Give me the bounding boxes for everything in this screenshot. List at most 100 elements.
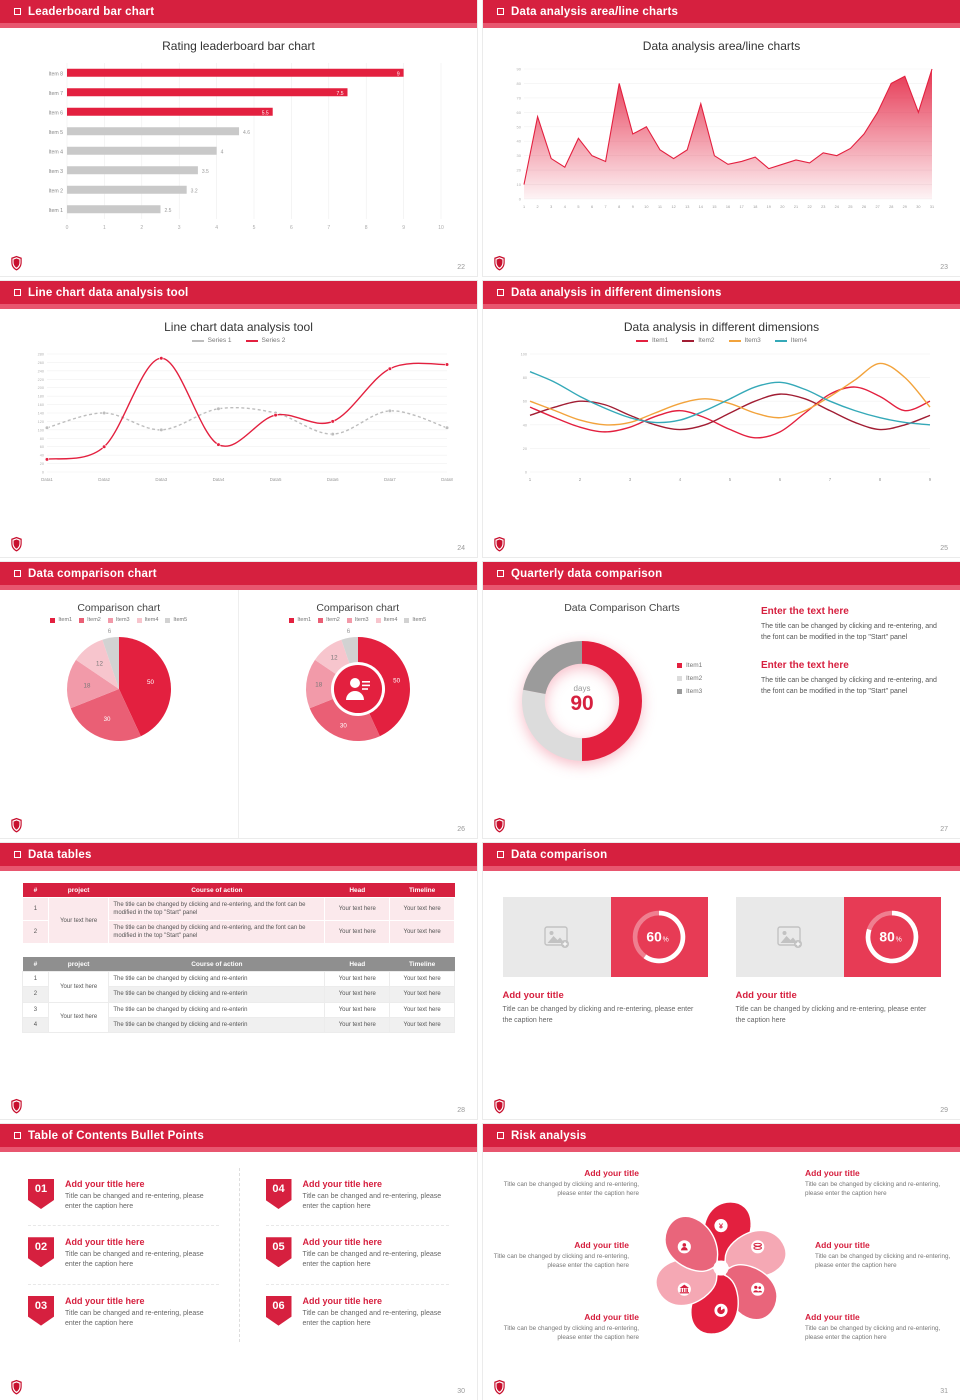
toc-title: Add your title here <box>65 1179 145 1189</box>
svg-text:280: 280 <box>37 353 43 357</box>
risk-item: Add your title Title can be changed by c… <box>805 1312 947 1343</box>
legend-item: Item2 <box>79 617 101 623</box>
svg-text:20: 20 <box>522 447 526 451</box>
legend-item: Item1 <box>289 617 311 623</box>
item3-swatch <box>728 339 741 342</box>
donut-legend: Item1 Item2 Item3 Item4 Item5 <box>239 617 478 623</box>
series2-swatch <box>245 339 258 342</box>
svg-text:40: 40 <box>516 139 521 144</box>
school-crest-logo <box>11 536 22 552</box>
svg-text:7: 7 <box>604 205 606 209</box>
risk-item: Add your title Title can be changed by c… <box>487 1240 629 1271</box>
legend-item: Item1 <box>677 662 702 669</box>
risk-caption: Title can be changed by clicking and re-… <box>815 1253 951 1269</box>
svg-text:Item 8: Item 8 <box>48 71 63 77</box>
svg-text:Item 3: Item 3 <box>48 169 63 175</box>
svg-text:¥: ¥ <box>719 1221 724 1230</box>
toc-caption: Title can be changed and re-entering, pl… <box>302 1193 442 1211</box>
svg-text:10: 10 <box>516 182 521 187</box>
block-body: The title can be changed by clicking and… <box>761 623 937 641</box>
svg-text:7: 7 <box>327 225 330 231</box>
svg-text:Item 7: Item 7 <box>48 91 63 97</box>
square-bullet-icon <box>497 851 504 858</box>
legend-item: Item5 <box>404 617 426 623</box>
svg-text:4: 4 <box>678 477 681 482</box>
svg-text:3.2: 3.2 <box>190 188 197 194</box>
svg-text:18: 18 <box>753 205 757 209</box>
card-top: 60% <box>502 897 708 977</box>
toc-item: 05 Add your title here Title can be chan… <box>265 1225 449 1283</box>
slide-line-chart-tool: Line chart data analysis tool Line chart… <box>0 281 477 557</box>
card-caption: Title can be changed by clicking and re-… <box>502 1006 694 1024</box>
svg-text:3: 3 <box>628 477 631 482</box>
school-crest-logo <box>11 1098 22 1114</box>
risk-caption: Title can be changed by clicking and re-… <box>805 1325 941 1341</box>
svg-text:Data5: Data5 <box>269 477 281 482</box>
chart-title: Comparison chart <box>316 602 400 614</box>
legend-label: Item4 <box>790 337 808 344</box>
page-number: 23 <box>940 264 948 271</box>
slide-header: Risk analysis <box>483 1124 960 1147</box>
table-row: 1 Your text here The title can be change… <box>22 971 455 1003</box>
slide-header: Data analysis area/line charts <box>483 0 960 23</box>
svg-text:2.5: 2.5 <box>164 208 171 214</box>
svg-text:100: 100 <box>520 353 526 357</box>
slide-body: Data analysis in different dimensions It… <box>483 309 960 557</box>
risk-pinwheel-diagram: ¥ <box>641 1188 801 1348</box>
school-crest-logo <box>494 255 505 271</box>
card-title: Add your title <box>502 990 564 1001</box>
toc-title: Add your title here <box>302 1179 383 1189</box>
data-table-red: # project Course of action Head Timeline… <box>22 883 455 945</box>
block-heading: Enter the text here <box>761 606 849 617</box>
svg-text:17: 17 <box>739 205 743 209</box>
svg-text:4: 4 <box>220 149 223 155</box>
svg-text:200: 200 <box>37 386 43 390</box>
school-crest-logo <box>494 536 505 552</box>
toc-title: Add your title here <box>65 1237 145 1248</box>
svg-text:16: 16 <box>725 205 729 209</box>
header-strip <box>483 23 960 28</box>
square-bullet-icon <box>14 851 21 858</box>
block-body: The title can be changed by clicking and… <box>761 676 937 695</box>
data-table-gray: # project Course of action Head Timeline… <box>22 957 455 1033</box>
legend-item: Item3 <box>107 617 130 623</box>
toc-caption: Title can be changed and re-entering, pl… <box>65 1251 204 1269</box>
svg-text:Data6: Data6 <box>326 477 338 482</box>
risk-title: Add your title <box>815 1240 870 1250</box>
item1-swatch <box>50 617 56 623</box>
table-row: 2 The title can be changed by clicking a… <box>22 920 455 945</box>
school-crest-logo <box>494 817 505 833</box>
toc-title: Add your title here <box>302 1237 383 1248</box>
header-strip <box>483 1147 960 1152</box>
quarterly-chart-panel: Data Comparison Charts days 90 Item1 Ite… <box>491 590 753 838</box>
item3-swatch <box>677 689 682 694</box>
item4-swatch <box>774 339 787 342</box>
slide-header-title: Data comparison <box>511 848 608 861</box>
school-crest-logo <box>11 817 22 833</box>
card-caption: Title can be changed by clicking and re-… <box>735 1006 927 1024</box>
square-bullet-icon <box>497 1132 504 1139</box>
toc-item: 06 Add your title here Title can be chan… <box>265 1283 449 1342</box>
page-number: 22 <box>457 264 465 271</box>
svg-text:Data7: Data7 <box>383 477 395 482</box>
page-number: 26 <box>457 826 465 833</box>
svg-text:4: 4 <box>215 225 218 231</box>
svg-text:2: 2 <box>578 477 581 482</box>
toc-item: 02 Add your title here Title can be chan… <box>28 1225 219 1283</box>
square-bullet-icon <box>14 289 21 296</box>
svg-text:6: 6 <box>290 225 293 231</box>
page-number: 29 <box>940 1107 948 1114</box>
svg-text:3: 3 <box>550 205 552 209</box>
slide-area-line-charts: Data analysis area/line charts Data anal… <box>483 0 960 276</box>
slide-body: Data analysis area/line charts 0 10 20 30 40… <box>483 28 960 276</box>
svg-text:20: 20 <box>780 205 784 209</box>
slide-header: Table of Contents Bullet Points <box>0 1124 477 1147</box>
svg-text:9: 9 <box>631 205 633 209</box>
legend-item: Item4 <box>136 617 158 623</box>
toc-title: Add your title here <box>65 1295 145 1306</box>
svg-text:80: 80 <box>522 376 526 380</box>
svg-text:3: 3 <box>177 225 180 231</box>
legend-label: Item1 <box>651 337 669 344</box>
table-row: 4 The title can be changed by clicking a… <box>22 1016 455 1033</box>
chart-legend: Series 1 Series 2 <box>0 337 477 344</box>
